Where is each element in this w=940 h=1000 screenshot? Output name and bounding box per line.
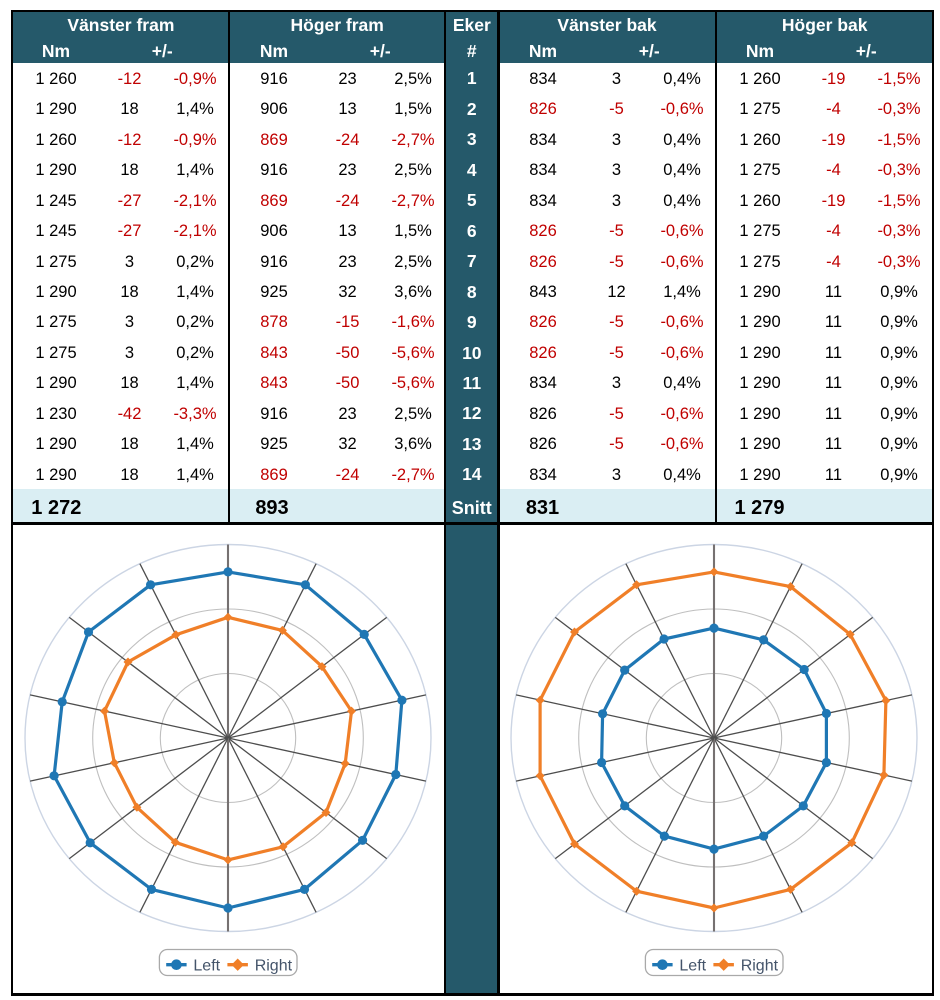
svg-text:Right: Right [255, 958, 293, 975]
svg-text:Left: Left [679, 958, 706, 975]
svg-text:Right: Right [741, 958, 779, 975]
svg-text:Left: Left [193, 958, 220, 975]
